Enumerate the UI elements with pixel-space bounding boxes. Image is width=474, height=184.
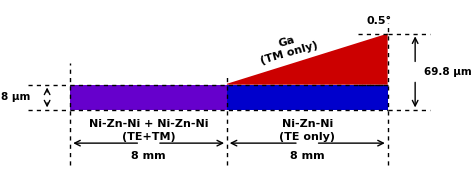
Text: 0.5°: 0.5°	[366, 16, 392, 26]
Text: (TE+TM): (TE+TM)	[122, 132, 175, 142]
Text: 8 mm: 8 mm	[131, 151, 166, 161]
Text: Ni-Zn-Ni + Ni-Zn-Ni: Ni-Zn-Ni + Ni-Zn-Ni	[89, 119, 209, 129]
Bar	[70, 85, 227, 110]
Bar	[227, 85, 388, 110]
Polygon shape	[227, 33, 388, 85]
Text: 8 mm: 8 mm	[290, 151, 325, 161]
Text: 8 μm: 8 μm	[0, 93, 30, 102]
Text: (TE only): (TE only)	[279, 132, 335, 142]
Text: Ga
(TM only): Ga (TM only)	[256, 29, 319, 66]
Text: 69.8 μm: 69.8 μm	[424, 67, 471, 77]
Text: Ni-Zn-Ni: Ni-Zn-Ni	[282, 119, 333, 129]
